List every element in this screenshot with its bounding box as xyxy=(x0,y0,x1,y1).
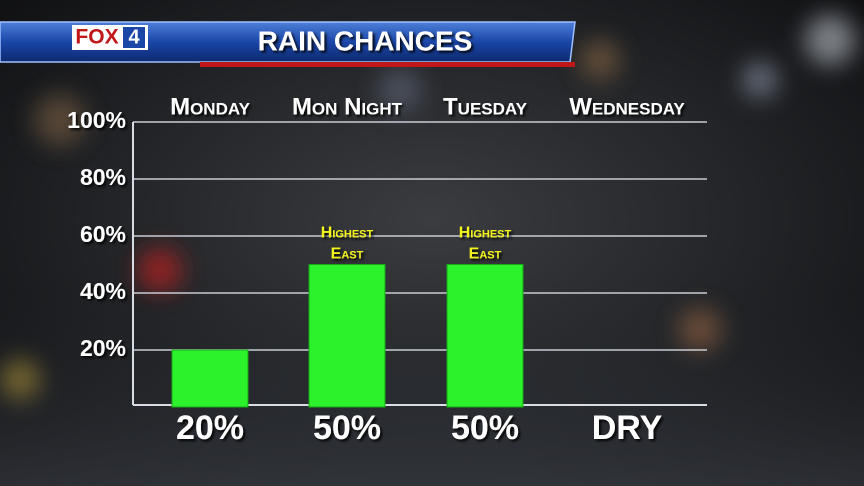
banner-stripe xyxy=(200,62,575,67)
logo-channel: 4 xyxy=(128,26,140,48)
x-tick-label: Monday xyxy=(170,93,250,120)
x-tick-label: Tuesday xyxy=(443,93,528,120)
logo-channel-box xyxy=(123,27,145,48)
bar-note: East xyxy=(469,246,502,263)
y-tick-label: 60% xyxy=(80,221,126,247)
y-tick-label: 80% xyxy=(80,164,126,190)
chart-title: RAIN CHANCES xyxy=(258,25,473,56)
bar xyxy=(308,264,386,408)
x-tick-label: Wednesday xyxy=(569,93,685,120)
y-tick-label: 20% xyxy=(80,335,126,361)
bar xyxy=(446,264,524,408)
value-label: 50% xyxy=(313,409,381,447)
logo-brand: FOX xyxy=(75,26,118,49)
water-reflection xyxy=(0,290,864,486)
value-label: 50% xyxy=(451,409,519,447)
x-tick-label: Mon Night xyxy=(292,93,403,120)
y-tick-label: 40% xyxy=(80,278,126,304)
bar xyxy=(171,349,249,408)
bar-note: Highest xyxy=(321,225,374,242)
bar-note: Highest xyxy=(459,225,512,242)
value-label: 20% xyxy=(176,409,244,447)
bar-note: East xyxy=(331,246,364,263)
value-label: DRY xyxy=(592,409,663,447)
y-tick-label: 100% xyxy=(67,107,126,133)
